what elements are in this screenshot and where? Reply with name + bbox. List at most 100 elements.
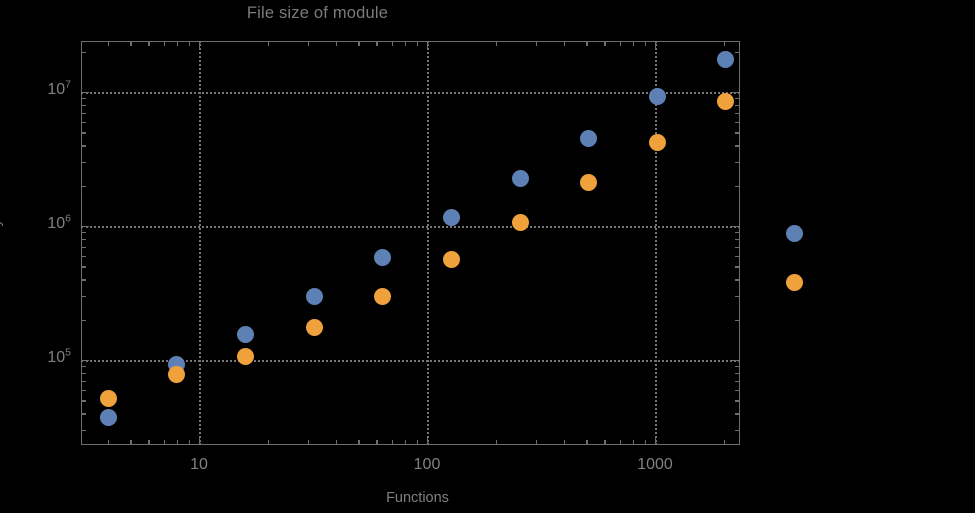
y-tick-minor-right xyxy=(735,255,739,257)
y-tick-minor xyxy=(82,232,86,234)
chart-title: File size of module xyxy=(0,4,975,23)
x-tick-minor xyxy=(176,440,179,444)
x-tick-minor-top xyxy=(586,42,588,46)
x-tick-minor xyxy=(416,440,418,444)
data-point[interactable] xyxy=(717,50,735,68)
data-point[interactable] xyxy=(99,389,117,407)
y-tick-minor xyxy=(82,430,86,432)
y-tick-minor-right xyxy=(735,104,739,107)
y-tick-minor xyxy=(82,266,86,268)
y-tick-minor xyxy=(82,413,86,415)
y-tick-minor-right xyxy=(735,238,739,241)
x-tick-minor xyxy=(391,440,393,444)
x-tick-major-top xyxy=(427,42,429,49)
y-tick-minor-right xyxy=(735,112,739,114)
data-point[interactable] xyxy=(305,318,323,336)
gridline-vertical xyxy=(655,41,657,445)
y-tick-minor-right xyxy=(735,366,739,368)
x-tick-minor-top xyxy=(267,42,269,46)
x-tick-minor xyxy=(307,440,309,444)
y-tick-minor-right xyxy=(735,380,739,382)
y-tick-minor xyxy=(82,366,86,368)
x-tick-minor-top xyxy=(723,42,725,46)
data-point[interactable] xyxy=(717,92,735,110)
y-tick-major-right xyxy=(732,360,739,362)
x-tick-minor-top xyxy=(495,42,497,46)
x-tick-minor xyxy=(130,440,132,444)
data-point[interactable] xyxy=(442,209,460,227)
y-tick-minor xyxy=(82,51,86,53)
data-point[interactable] xyxy=(442,251,460,269)
y-tick-exponent: 5 xyxy=(65,346,71,359)
data-point[interactable] xyxy=(786,273,804,291)
x-tick-minor xyxy=(148,440,150,444)
data-point[interactable] xyxy=(237,348,255,366)
y-tick-minor xyxy=(82,372,86,375)
x-tick-minor-top xyxy=(416,42,418,46)
x-tick-minor-top xyxy=(604,42,606,46)
gridline-vertical xyxy=(427,41,429,445)
y-tick-minor-right xyxy=(735,372,739,375)
x-tick-minor xyxy=(495,440,497,444)
data-point[interactable] xyxy=(580,174,598,192)
x-tick-minor-top xyxy=(148,42,150,46)
y-axis-title: Bytes xyxy=(0,199,4,236)
data-point[interactable] xyxy=(511,170,529,188)
x-tick-label: 10 xyxy=(190,456,208,473)
chart-title-text: File size of module xyxy=(246,4,389,22)
data-point[interactable] xyxy=(99,409,117,427)
x-tick-minor-top xyxy=(336,42,338,46)
y-tick-minor-right xyxy=(735,51,739,53)
x-tick-minor xyxy=(586,440,588,444)
data-point[interactable] xyxy=(305,287,323,305)
x-tick-minor-top xyxy=(163,42,165,46)
y-tick-minor xyxy=(82,238,86,241)
data-point[interactable] xyxy=(580,129,598,147)
data-point[interactable] xyxy=(237,325,255,343)
y-tick-minor-right xyxy=(735,121,739,123)
gridline-horizontal xyxy=(81,92,740,94)
y-tick-minor-right xyxy=(735,319,739,321)
x-tick-minor-top xyxy=(619,42,621,46)
y-tick-exponent: 7 xyxy=(65,78,71,91)
x-tick-minor xyxy=(535,440,537,444)
x-tick-minor xyxy=(336,440,338,444)
y-tick-minor-right xyxy=(735,279,739,281)
x-tick-minor-top xyxy=(632,42,635,46)
y-tick-minor-right xyxy=(735,185,739,187)
y-tick-label: 105 xyxy=(47,346,71,366)
data-point[interactable] xyxy=(648,133,666,151)
data-point[interactable] xyxy=(374,249,392,267)
x-tick-minor-top xyxy=(535,42,537,46)
gridline-vertical xyxy=(199,41,201,445)
y-tick-minor-right xyxy=(735,413,739,415)
x-tick-minor xyxy=(632,440,635,444)
data-point[interactable] xyxy=(786,224,804,242)
y-tick-minor xyxy=(82,121,86,123)
x-axis-title: Functions xyxy=(386,490,449,506)
x-tick-label: 100 xyxy=(413,456,441,473)
x-tick-minor xyxy=(564,440,566,444)
x-tick-major xyxy=(199,437,201,444)
y-tick-minor xyxy=(82,400,86,402)
y-tick-minor-right xyxy=(735,296,739,298)
y-tick-minor xyxy=(82,319,86,321)
x-tick-label: 1000 xyxy=(637,456,673,473)
y-tick-minor-right xyxy=(735,98,739,100)
x-tick-major xyxy=(655,437,657,444)
y-tick-minor-right xyxy=(735,145,739,147)
x-tick-minor xyxy=(644,440,646,444)
plot-frame xyxy=(81,41,740,445)
y-tick-minor xyxy=(82,185,86,187)
y-tick-major-right xyxy=(732,226,739,228)
data-point[interactable] xyxy=(168,365,186,383)
x-tick-minor-top xyxy=(376,42,378,46)
data-point[interactable] xyxy=(511,214,529,232)
y-tick-exponent: 6 xyxy=(65,212,71,225)
data-point[interactable] xyxy=(648,88,666,106)
x-tick-minor-top xyxy=(176,42,179,46)
y-tick-major xyxy=(82,360,89,362)
data-point[interactable] xyxy=(374,287,392,305)
x-tick-minor-top xyxy=(644,42,646,46)
